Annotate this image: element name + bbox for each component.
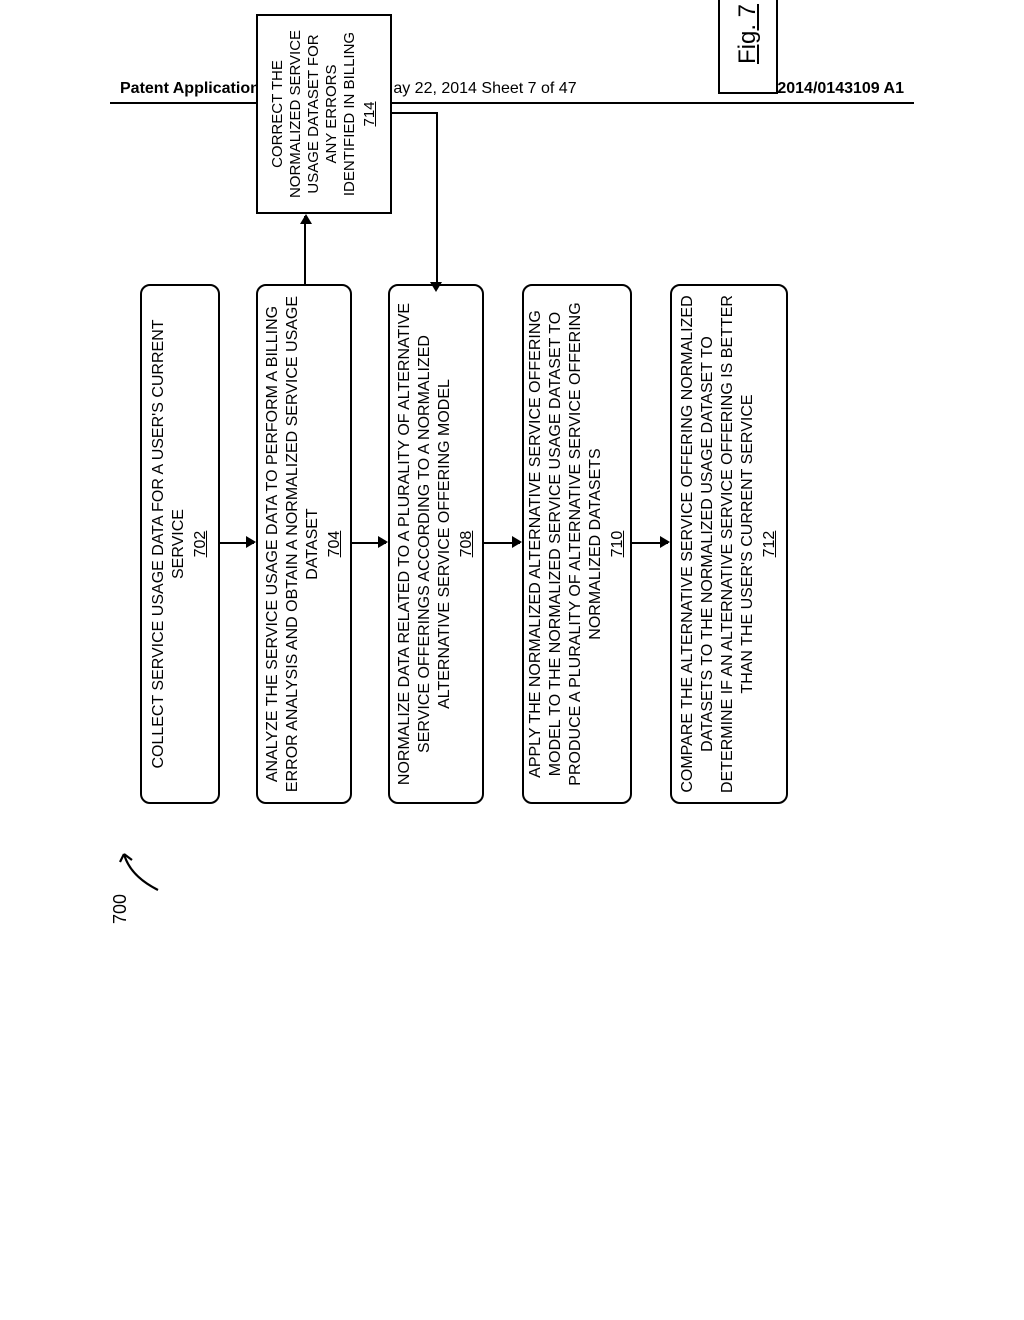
diagram-ref-number: 700 bbox=[110, 894, 131, 924]
flow-step-712-num: 712 bbox=[760, 531, 780, 558]
flowchart-diagram: 700 COLLECT SERVICE USAGE DATA FOR A USE… bbox=[100, 140, 1024, 964]
arrow-708-to-710 bbox=[484, 542, 520, 544]
flow-step-702-num: 702 bbox=[191, 531, 211, 558]
flow-step-714: CORRECT THE NORMALIZED SERVICE USAGE DAT… bbox=[256, 14, 392, 214]
flow-step-702-text: COLLECT SERVICE USAGE DATA FOR A USER'S … bbox=[149, 294, 189, 794]
flow-step-710: APPLY THE NORMALIZED ALTERNATIVE SERVICE… bbox=[522, 284, 632, 804]
flow-step-704-text: ANALYZE THE SERVICE USAGE DATA TO PERFOR… bbox=[263, 294, 323, 794]
flow-step-704: ANALYZE THE SERVICE USAGE DATA TO PERFOR… bbox=[256, 284, 352, 804]
conn-714-down bbox=[392, 112, 436, 114]
flow-step-710-text: APPLY THE NORMALIZED ALTERNATIVE SERVICE… bbox=[526, 294, 606, 794]
flow-step-704-num: 704 bbox=[325, 531, 345, 558]
arrowhead-714-to-708 bbox=[430, 282, 442, 292]
conn-714-to-708-h bbox=[436, 112, 438, 284]
figure-label-text: Fig. 7 bbox=[734, 4, 762, 64]
flow-step-714-num: 714 bbox=[361, 101, 379, 126]
flow-step-712-text: COMPARE THE ALTERNATIVE SERVICE OFFERING… bbox=[678, 294, 758, 794]
flow-step-708-num: 708 bbox=[457, 531, 477, 558]
flow-step-708-text: NORMALIZE DATA RELATED TO A PLURALITY OF… bbox=[395, 294, 455, 794]
flow-step-710-num: 710 bbox=[608, 531, 628, 558]
flow-step-708: NORMALIZE DATA RELATED TO A PLURALITY OF… bbox=[388, 284, 484, 804]
arrow-704-to-714 bbox=[304, 216, 306, 284]
flow-step-714-text: CORRECT THE NORMALIZED SERVICE USAGE DAT… bbox=[269, 22, 359, 206]
figure-label-box: Fig. 7 bbox=[718, 0, 778, 94]
arrow-702-to-704 bbox=[220, 542, 254, 544]
flow-step-712: COMPARE THE ALTERNATIVE SERVICE OFFERING… bbox=[670, 284, 788, 804]
flow-step-702: COLLECT SERVICE USAGE DATA FOR A USER'S … bbox=[140, 284, 220, 804]
ref-arrow-icon bbox=[118, 846, 166, 894]
arrow-704-to-708 bbox=[352, 542, 386, 544]
arrow-710-to-712 bbox=[632, 542, 668, 544]
